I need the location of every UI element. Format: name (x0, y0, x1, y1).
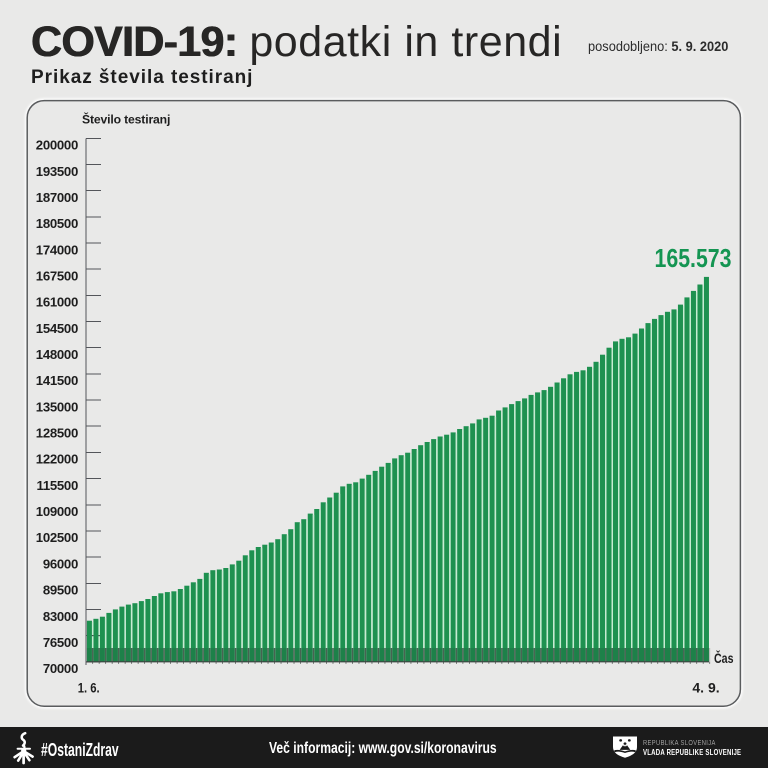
svg-text:1. 6.: 1. 6. (78, 680, 100, 696)
svg-text:141500: 141500 (36, 373, 78, 388)
svg-text:102500: 102500 (36, 530, 78, 545)
svg-text:180500: 180500 (36, 216, 78, 231)
svg-text:83000: 83000 (43, 609, 78, 624)
svg-text:148000: 148000 (36, 347, 78, 362)
svg-text:193500: 193500 (36, 164, 78, 179)
svg-text:76500: 76500 (43, 635, 78, 650)
svg-text:187000: 187000 (36, 190, 78, 205)
svg-text:70000: 70000 (43, 661, 78, 676)
svg-text:96000: 96000 (43, 556, 78, 571)
svg-text:167500: 167500 (36, 269, 78, 284)
svg-text:174000: 174000 (36, 242, 78, 257)
svg-text:89500: 89500 (43, 583, 78, 598)
svg-text:4. 9.: 4. 9. (692, 680, 719, 696)
svg-text:165.573: 165.573 (655, 245, 732, 273)
svg-text:122000: 122000 (36, 452, 78, 467)
svg-text:Število testiranj: Število testiranj (82, 112, 170, 127)
svg-text:Čas: Čas (714, 651, 734, 666)
svg-text:135000: 135000 (36, 399, 78, 414)
svg-text:200000: 200000 (36, 138, 78, 153)
svg-text:154500: 154500 (36, 321, 78, 336)
svg-text:115500: 115500 (37, 478, 78, 493)
svg-text:109000: 109000 (36, 504, 78, 519)
svg-text:161000: 161000 (36, 295, 78, 310)
svg-text:128500: 128500 (36, 426, 78, 441)
